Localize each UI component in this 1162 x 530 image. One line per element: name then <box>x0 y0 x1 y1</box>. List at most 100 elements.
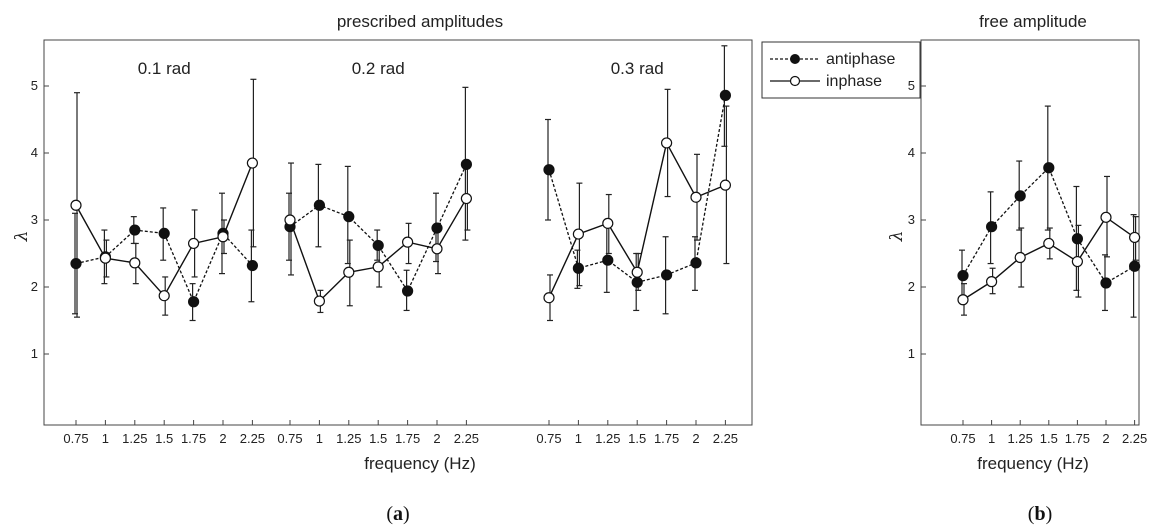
panel-a-group-3-antiphase-point-5 <box>690 257 702 269</box>
panel-a-group-1-inphase-point-1 <box>99 252 112 264</box>
panel-a-y-tick-label-3: 3 <box>31 212 38 227</box>
panel-a-group-3-antiphase-point-6 <box>719 89 732 101</box>
panel-b-inphase-point-4 <box>1071 255 1084 268</box>
panel-a-group-1-antiphase-point-0 <box>70 257 82 270</box>
panel-a-group-1-x-tick-label-1: 1 <box>102 431 109 446</box>
panel-a-group-3-antiphase-point-3 <box>631 276 643 288</box>
panel-a-group-3-x-tick-label-1.25: 1.25 <box>595 431 620 446</box>
panel-a-group-2-x-tick-label-1: 1 <box>316 431 323 446</box>
panel-a-group-1-inphase-point-4 <box>188 237 200 250</box>
panel-a-group-3-inphase-point-6 <box>719 179 732 191</box>
legend-antiphase-marker <box>790 54 800 64</box>
panel-b-y-tick-label-4: 4 <box>908 145 915 160</box>
panel-a-group-2-antiphase-point-4 <box>402 285 414 297</box>
panel-b-axes-frame <box>920 39 1140 426</box>
panel-a-y-tick-label-2: 2 <box>31 279 38 294</box>
panel-a-group-3-antiphase-point-4 <box>660 269 673 281</box>
panel-a-group-2-inphase-point-2 <box>343 266 355 278</box>
panel-a-group-2-inphase-point-6 <box>460 192 472 205</box>
panel-a-group-2-inphase-point-1 <box>313 295 325 307</box>
legend-inphase-marker <box>789 75 801 87</box>
panel-a-group-3-antiphase-point-0 <box>543 164 555 176</box>
panel-a-axes-frame <box>43 39 753 426</box>
panel-b: free amplitude λ frequency (Hz) (b) 1 2 3 4… <box>887 12 1147 525</box>
panel-a-group-3-inphase-point-4 <box>660 137 673 149</box>
panel-a-group-3-x-tick-label-1.5: 1.5 <box>628 431 646 446</box>
panel-a-group-1-inphase-point-2 <box>129 257 141 269</box>
panel-a-label: (a) <box>386 503 409 525</box>
panel-a-group-1-inphase-point-5 <box>217 231 229 243</box>
panel-b-inphase-point-3 <box>1043 237 1055 250</box>
panel-b-x-tick-label-1: 1 <box>988 431 995 446</box>
panel-a: prescribed amplitudes λ frequency (Hz) (… <box>12 12 753 525</box>
panel-a-group-2-inphase-point-0 <box>284 214 296 226</box>
panel-b-y-ticks: 1 2 3 4 5 <box>908 78 926 361</box>
panel-a-group-2-inphase-point-5 <box>431 243 443 255</box>
panel-a-group-1-antiphase-point-2 <box>129 224 141 236</box>
panel-a-group-2-x-tick-label-2: 2 <box>433 431 440 446</box>
panel-b-x-tick-label-0.75: 0.75 <box>950 431 975 446</box>
panel-b-inphase-point-5 <box>1100 211 1112 223</box>
panel-a-group-3-antiphase-point-2 <box>602 254 614 266</box>
legend-box <box>761 41 921 99</box>
panel-a-x-label: frequency (Hz) <box>364 454 475 473</box>
panel-a-y-tick-label-5: 5 <box>31 78 38 93</box>
panel-a-group-3-x-tick-label-2.25: 2.25 <box>713 431 738 446</box>
panel-a-group-1-antiphase-point-4 <box>188 296 200 308</box>
panel-b-inphase-point-6 <box>1128 231 1141 244</box>
panel-a-group-3-x-tick-label-0.75: 0.75 <box>536 431 561 446</box>
legend-antiphase-label: antiphase <box>826 51 895 68</box>
panel-a-group-1-antiphase-point-3 <box>158 227 170 239</box>
panel-a-title: prescribed amplitudes <box>337 12 503 31</box>
panel-a-group-3-inphase-point-2 <box>602 217 614 229</box>
panel-a-group-1-inphase-point-0 <box>70 199 82 211</box>
panel-a-group-3-x-tick-label-1: 1 <box>575 431 582 446</box>
panel-a-y-tick-label-4: 4 <box>31 145 38 160</box>
panel-a-group-2-inphase-point-3 <box>372 261 384 273</box>
panel-b-inphase-point-1 <box>985 276 998 288</box>
panel-b-antiphase-point-4 <box>1071 233 1084 245</box>
panel-b-antiphase-point-2 <box>1014 190 1026 202</box>
panel-a-group-3-inphase-point-5 <box>690 191 702 203</box>
panel-a-group-2-x-tick-label-1.75: 1.75 <box>395 431 420 446</box>
panel-b-antiphase-point-6 <box>1128 260 1141 272</box>
panel-a-group-1-antiphase-point-6 <box>246 259 258 272</box>
panel-a-group-3-group-label: 0.3 rad <box>611 59 664 78</box>
panel-a-group-1-x-tick-label-1.25: 1.25 <box>122 431 147 446</box>
panel-b-antiphase-point-1 <box>985 221 998 233</box>
panel-b-x-tick-label-2.25: 2.25 <box>1122 431 1147 446</box>
panel-b-title: free amplitude <box>979 12 1087 31</box>
panel-b-label: (b) <box>1028 503 1052 525</box>
panel-b-inphase-point-0 <box>957 294 969 306</box>
panel-a-group-2-antiphase-point-3 <box>372 239 384 252</box>
panel-a-y-tick-label-1: 1 <box>31 346 38 361</box>
panel-a-group-1-x-tick-label-0.75: 0.75 <box>63 431 88 446</box>
panel-a-plot-area: 0.75 1 1.25 1.5 1.75 2 2.25 0.1 rad 0.75 1 1.25 1.5… <box>63 45 738 446</box>
panel-b-y-label: λ <box>887 231 907 243</box>
panel-a-group-3-x-tick-label-2: 2 <box>692 431 699 446</box>
panel-b-antiphase-point-0 <box>957 270 969 282</box>
panel-b-y-tick-label-5: 5 <box>908 78 915 93</box>
panel-b-x-tick-label-2: 2 <box>1102 431 1109 446</box>
panel-b-inphase-point-2 <box>1014 251 1026 264</box>
panel-a-group-2-antiphase-point-2 <box>343 211 355 223</box>
panel-a-group-2-x-tick-label-0.75: 0.75 <box>277 431 302 446</box>
panel-a-group-3-inphase-point-3 <box>631 266 643 278</box>
panel-a-group-1-group-label: 0.1 rad <box>138 59 191 78</box>
panel-a-group-3-inphase-point-1 <box>572 228 585 240</box>
panel-b-x-tick-label-1.5: 1.5 <box>1040 431 1058 446</box>
panel-b-x-tick-label-1.75: 1.75 <box>1065 431 1090 446</box>
panel-a-group-2-antiphase-point-5 <box>431 222 443 234</box>
legend: antiphase inphase <box>761 41 921 99</box>
panel-a-group-2-x-tick-label-2.25: 2.25 <box>454 431 479 446</box>
panel-a-group-1-inphase-point-3 <box>158 290 170 302</box>
panel-a-group-2-inphase-point-4 <box>402 236 414 248</box>
panel-b-antiphase-point-5 <box>1100 277 1112 289</box>
panel-b-y-tick-label-3: 3 <box>908 212 915 227</box>
panel-a-group-1-x-tick-label-1.5: 1.5 <box>155 431 173 446</box>
panel-a-y-ticks: 1 2 3 4 5 <box>31 78 49 361</box>
panel-a-group-2-x-tick-label-1.5: 1.5 <box>369 431 387 446</box>
panel-b-y-tick-label-2: 2 <box>908 279 915 294</box>
panel-a-y-label: λ <box>12 231 32 243</box>
